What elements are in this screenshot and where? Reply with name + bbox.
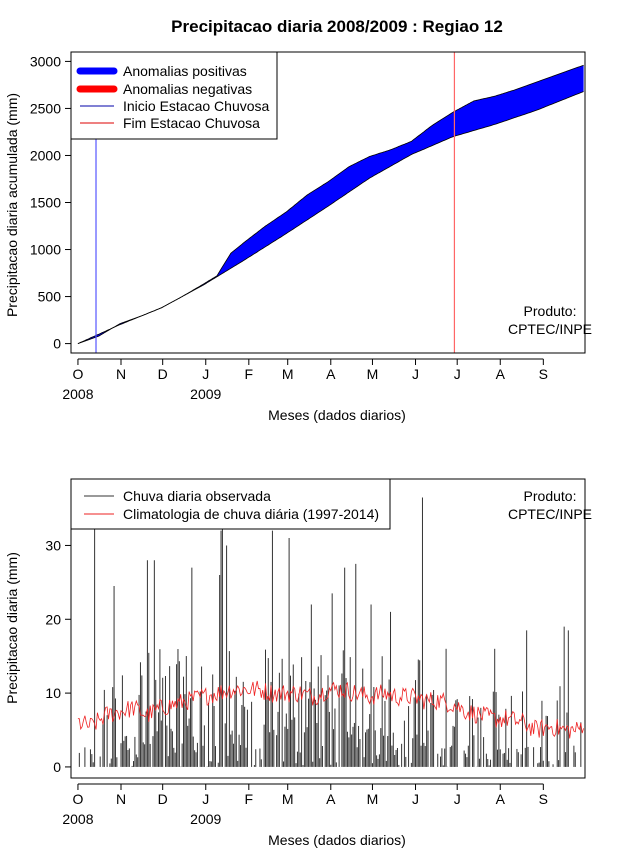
anomaly-area-layer (77, 64, 584, 344)
x-tick-label-9-p2: J (454, 791, 461, 807)
x-tick-label-9: J (454, 366, 461, 382)
x-tick-label-4-p2: F (245, 791, 254, 807)
x-tick-label-10: A (496, 366, 506, 382)
x-tick-label-11-p2: S (539, 791, 548, 807)
product-source: CPTEC/INPE (508, 321, 592, 337)
chart-title: Precipitacao diaria 2008/2009 : Regiao 1… (171, 17, 503, 36)
x-axis-2: O N D J F M A M J J A S 2008 2009 (62, 783, 548, 827)
year-label-0-p2: 2008 (62, 811, 93, 827)
x-axis-label: Meses (dados diarios) (268, 407, 406, 423)
legend-label-negative: Anomalias negativas (123, 81, 252, 97)
x-tick-label-6-p2: A (326, 791, 336, 807)
climatology-accumulated-line (77, 91, 584, 344)
y-tick-label-500: 500 (38, 289, 62, 305)
x-tick-label-1-p2: N (116, 791, 126, 807)
observed-rain-layer (78, 486, 582, 767)
y-tick-label-2500: 2500 (30, 100, 61, 116)
y-tick-label-0: 0 (53, 336, 61, 352)
year-label-1-p2: 2009 (190, 811, 221, 827)
y-tick-label-1500: 1500 (30, 195, 61, 211)
y-axis: 0 500 1000 1500 2000 2500 3000 (30, 53, 71, 352)
y-axis-2: 0 10 20 30 (45, 537, 71, 775)
panel-daily: 0 10 20 30 O N D J F M A M J J A S 2008 2009 Meses (dado… (4, 478, 592, 848)
legend-label-season-end: Fim Estacao Chuvosa (123, 115, 260, 131)
year-label-1: 2009 (190, 386, 221, 402)
legend-label-season-start: Inicio Estacao Chuvosa (123, 98, 270, 114)
y-axis-label-2: Precipitacao diaria (mm) (4, 552, 20, 704)
product-label-2: Produto: (524, 488, 577, 504)
x-tick-label-7: M (367, 366, 379, 382)
x-tick-label-0: O (73, 366, 84, 382)
x-axis-label-2: Meses (dados diarios) (268, 832, 406, 848)
y-tick-label-2000: 2000 (30, 147, 61, 163)
x-tick-label-2: D (158, 366, 168, 382)
y-tick-label-10-p2: 10 (45, 685, 61, 701)
y-tick-label-3000: 3000 (30, 53, 61, 69)
y-tick-label-30-p2: 30 (45, 537, 61, 553)
legend-box (70, 51, 278, 140)
x-tick-label-0-p2: O (73, 791, 84, 807)
y-tick-label-1000: 1000 (30, 242, 61, 258)
year-label-0: 2008 (62, 386, 93, 402)
legend-2: Chuva diaria observada Climatologia de c… (70, 478, 391, 530)
x-tick-label-5: M (282, 366, 294, 382)
legend-label-climatology: Climatologia de chuva diária (1997-2014) (123, 506, 379, 522)
climatology-layer (77, 680, 584, 739)
y-tick-label-0-p2: 0 (53, 759, 61, 775)
x-tick-label-7-p2: M (367, 791, 379, 807)
y-axis-label: Precipitacao diaria acumulada (mm) (4, 93, 20, 317)
legend-label-positive: Anomalias positivas (123, 63, 247, 79)
x-tick-label-8-p2: J (412, 791, 419, 807)
x-tick-label-2-p2: D (158, 791, 168, 807)
x-axis: O N D J F M A M J J A S 2008 2009 (62, 358, 548, 402)
product-source-2: CPTEC/INPE (508, 506, 592, 522)
x-tick-label-6: A (326, 366, 336, 382)
panel-accumulated: Precipitacao diaria 2008/2009 : Regiao 1… (4, 17, 592, 423)
product-label: Produto: (524, 303, 577, 319)
x-tick-label-3-p2: J (202, 791, 209, 807)
x-tick-label-3: J (202, 366, 209, 382)
x-tick-label-10-p2: A (496, 791, 506, 807)
legend-label-observed: Chuva diaria observada (123, 488, 271, 504)
x-tick-label-8: J (412, 366, 419, 382)
x-tick-label-4: F (245, 366, 254, 382)
legend: Anomalias positivas Anomalias negativas … (70, 51, 278, 140)
legend-box-2 (70, 478, 391, 530)
climatology-line (77, 680, 584, 739)
x-tick-label-11: S (539, 366, 548, 382)
y-tick-label-20-p2: 20 (45, 611, 61, 627)
x-tick-label-5-p2: M (282, 791, 294, 807)
x-tick-label-1: N (116, 366, 126, 382)
